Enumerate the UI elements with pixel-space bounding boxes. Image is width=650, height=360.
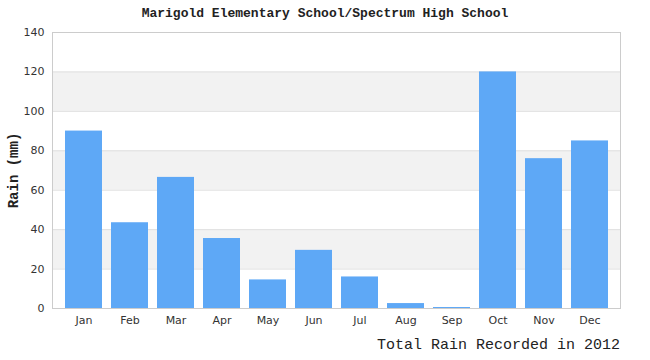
svg-text:0: 0 — [38, 302, 45, 315]
svg-text:Oct: Oct — [488, 314, 508, 327]
svg-text:120: 120 — [24, 65, 45, 78]
svg-text:60: 60 — [31, 184, 45, 197]
svg-text:Nov: Nov — [533, 314, 555, 327]
html-text:Total Rain Recorded in 2012: Total Rain Recorded in 2012 — [377, 337, 620, 354]
svg-text:May: May — [257, 314, 280, 327]
svg-text:Apr: Apr — [212, 314, 232, 327]
svg-text:Jul: Jul — [352, 314, 366, 327]
svg-text:Rain (mm): Rain (mm) — [6, 133, 22, 209]
svg-text:Mar: Mar — [166, 314, 187, 327]
svg-text:Dec: Dec — [579, 314, 600, 327]
svg-text:140: 140 — [24, 26, 45, 39]
svg-text:Jun: Jun — [304, 314, 322, 327]
svg-text:100: 100 — [24, 105, 45, 118]
svg-text:40: 40 — [31, 223, 45, 236]
svg-text:Feb: Feb — [120, 314, 139, 327]
svg-text:80: 80 — [31, 144, 45, 157]
html-text:Marigold Elementary School/Spe: Marigold Elementary School/Spectrum High… — [141, 6, 509, 21]
svg-text:Jan: Jan — [75, 314, 93, 327]
svg-text:20: 20 — [31, 263, 45, 276]
svg-text:Sep: Sep — [442, 314, 463, 327]
svg-text:Aug: Aug — [395, 314, 416, 327]
